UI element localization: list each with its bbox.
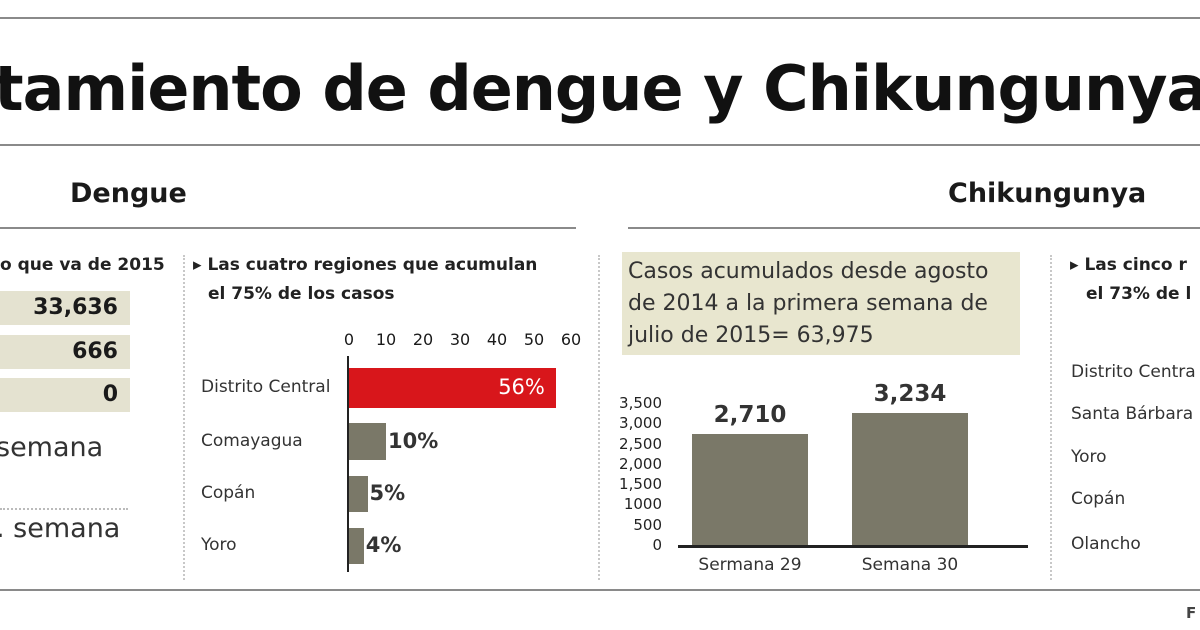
category-label: Comayagua (201, 430, 303, 451)
data-label: 10% (388, 428, 439, 453)
chik-region-label: Yoro (1071, 447, 1107, 467)
semana-text-1: semana (0, 432, 104, 463)
chik-regions-title: ▸ Las cinco r (1070, 255, 1187, 275)
y-tick-label: 3,000 (619, 414, 662, 433)
top-rule (0, 17, 1200, 19)
data-label: 56% (498, 375, 545, 399)
x-axis-line (678, 545, 1028, 548)
regions-title-2: el 75% de los casos (208, 284, 395, 304)
data-label: 2,710 (713, 402, 787, 429)
bar (349, 423, 386, 460)
x-tick-label: 30 (449, 330, 471, 349)
data-label: 5% (369, 481, 406, 505)
y-tick-label: 2,000 (619, 454, 662, 473)
bottom-rule (0, 589, 1200, 591)
chik-regions-title-2: el 73% de l (1086, 284, 1192, 304)
category-label: Yoro (201, 535, 237, 555)
stats-title: o que va de 2015 (0, 255, 165, 275)
divider (0, 508, 128, 510)
y-tick-label: 2,500 (619, 434, 662, 453)
bar (692, 434, 808, 545)
chik-region-label: Distrito Centra (1071, 362, 1196, 382)
title-rule (0, 144, 1200, 146)
dengue-rule (0, 227, 576, 229)
x-tick-label: 50 (523, 330, 545, 349)
chik-rule (628, 227, 1200, 229)
x-tick-label: 40 (486, 330, 508, 349)
bar (349, 476, 368, 512)
stat-deaths: 0 (0, 378, 130, 412)
chik-region-label: Olancho (1071, 534, 1141, 554)
y-tick-label: 3,500 (619, 394, 662, 412)
category-label: Sermana 29 (698, 555, 802, 575)
x-tick-label: 60 (560, 330, 582, 349)
y-tick-label: 500 (633, 515, 662, 534)
x-tick-label: 0 (343, 330, 355, 349)
divider (183, 255, 185, 580)
chik-region-label: Santa Bárbara (1071, 404, 1194, 424)
y-axis-line (347, 356, 349, 572)
dengue-heading: Dengue (70, 178, 187, 209)
stat-severe: 666 (0, 335, 130, 369)
category-label: Copán (201, 483, 256, 503)
stat-cases: 33,636 (0, 291, 130, 325)
bar (349, 368, 557, 408)
x-tick-label: 20 (412, 330, 434, 349)
bar (852, 412, 968, 545)
divider (598, 255, 600, 580)
regions-title: ▸ Las cuatro regiones que acumulan (193, 255, 538, 275)
category-label: Distrito Central (201, 377, 331, 397)
data-label: 3,234 (873, 380, 947, 407)
page-title: tamiento de dengue y Chikungunya (0, 52, 1200, 125)
source-label: F (1186, 604, 1197, 622)
chik-total-box: Casos acumulados desde agosto de 2014 a … (622, 252, 1020, 355)
bar (349, 528, 364, 564)
x-tick-label: 10 (375, 330, 397, 349)
category-label: Semana 30 (861, 555, 959, 575)
y-tick-label: 1,500 (619, 475, 662, 494)
semana-text-2: . semana (0, 513, 121, 544)
data-label: 4% (365, 533, 402, 557)
y-tick-label: 0 (652, 536, 662, 554)
chik-region-label: Copán (1071, 489, 1126, 509)
divider (1050, 255, 1052, 580)
chikungunya-heading: Chikungunya (948, 178, 1147, 209)
y-tick-label: 1000 (623, 495, 662, 514)
